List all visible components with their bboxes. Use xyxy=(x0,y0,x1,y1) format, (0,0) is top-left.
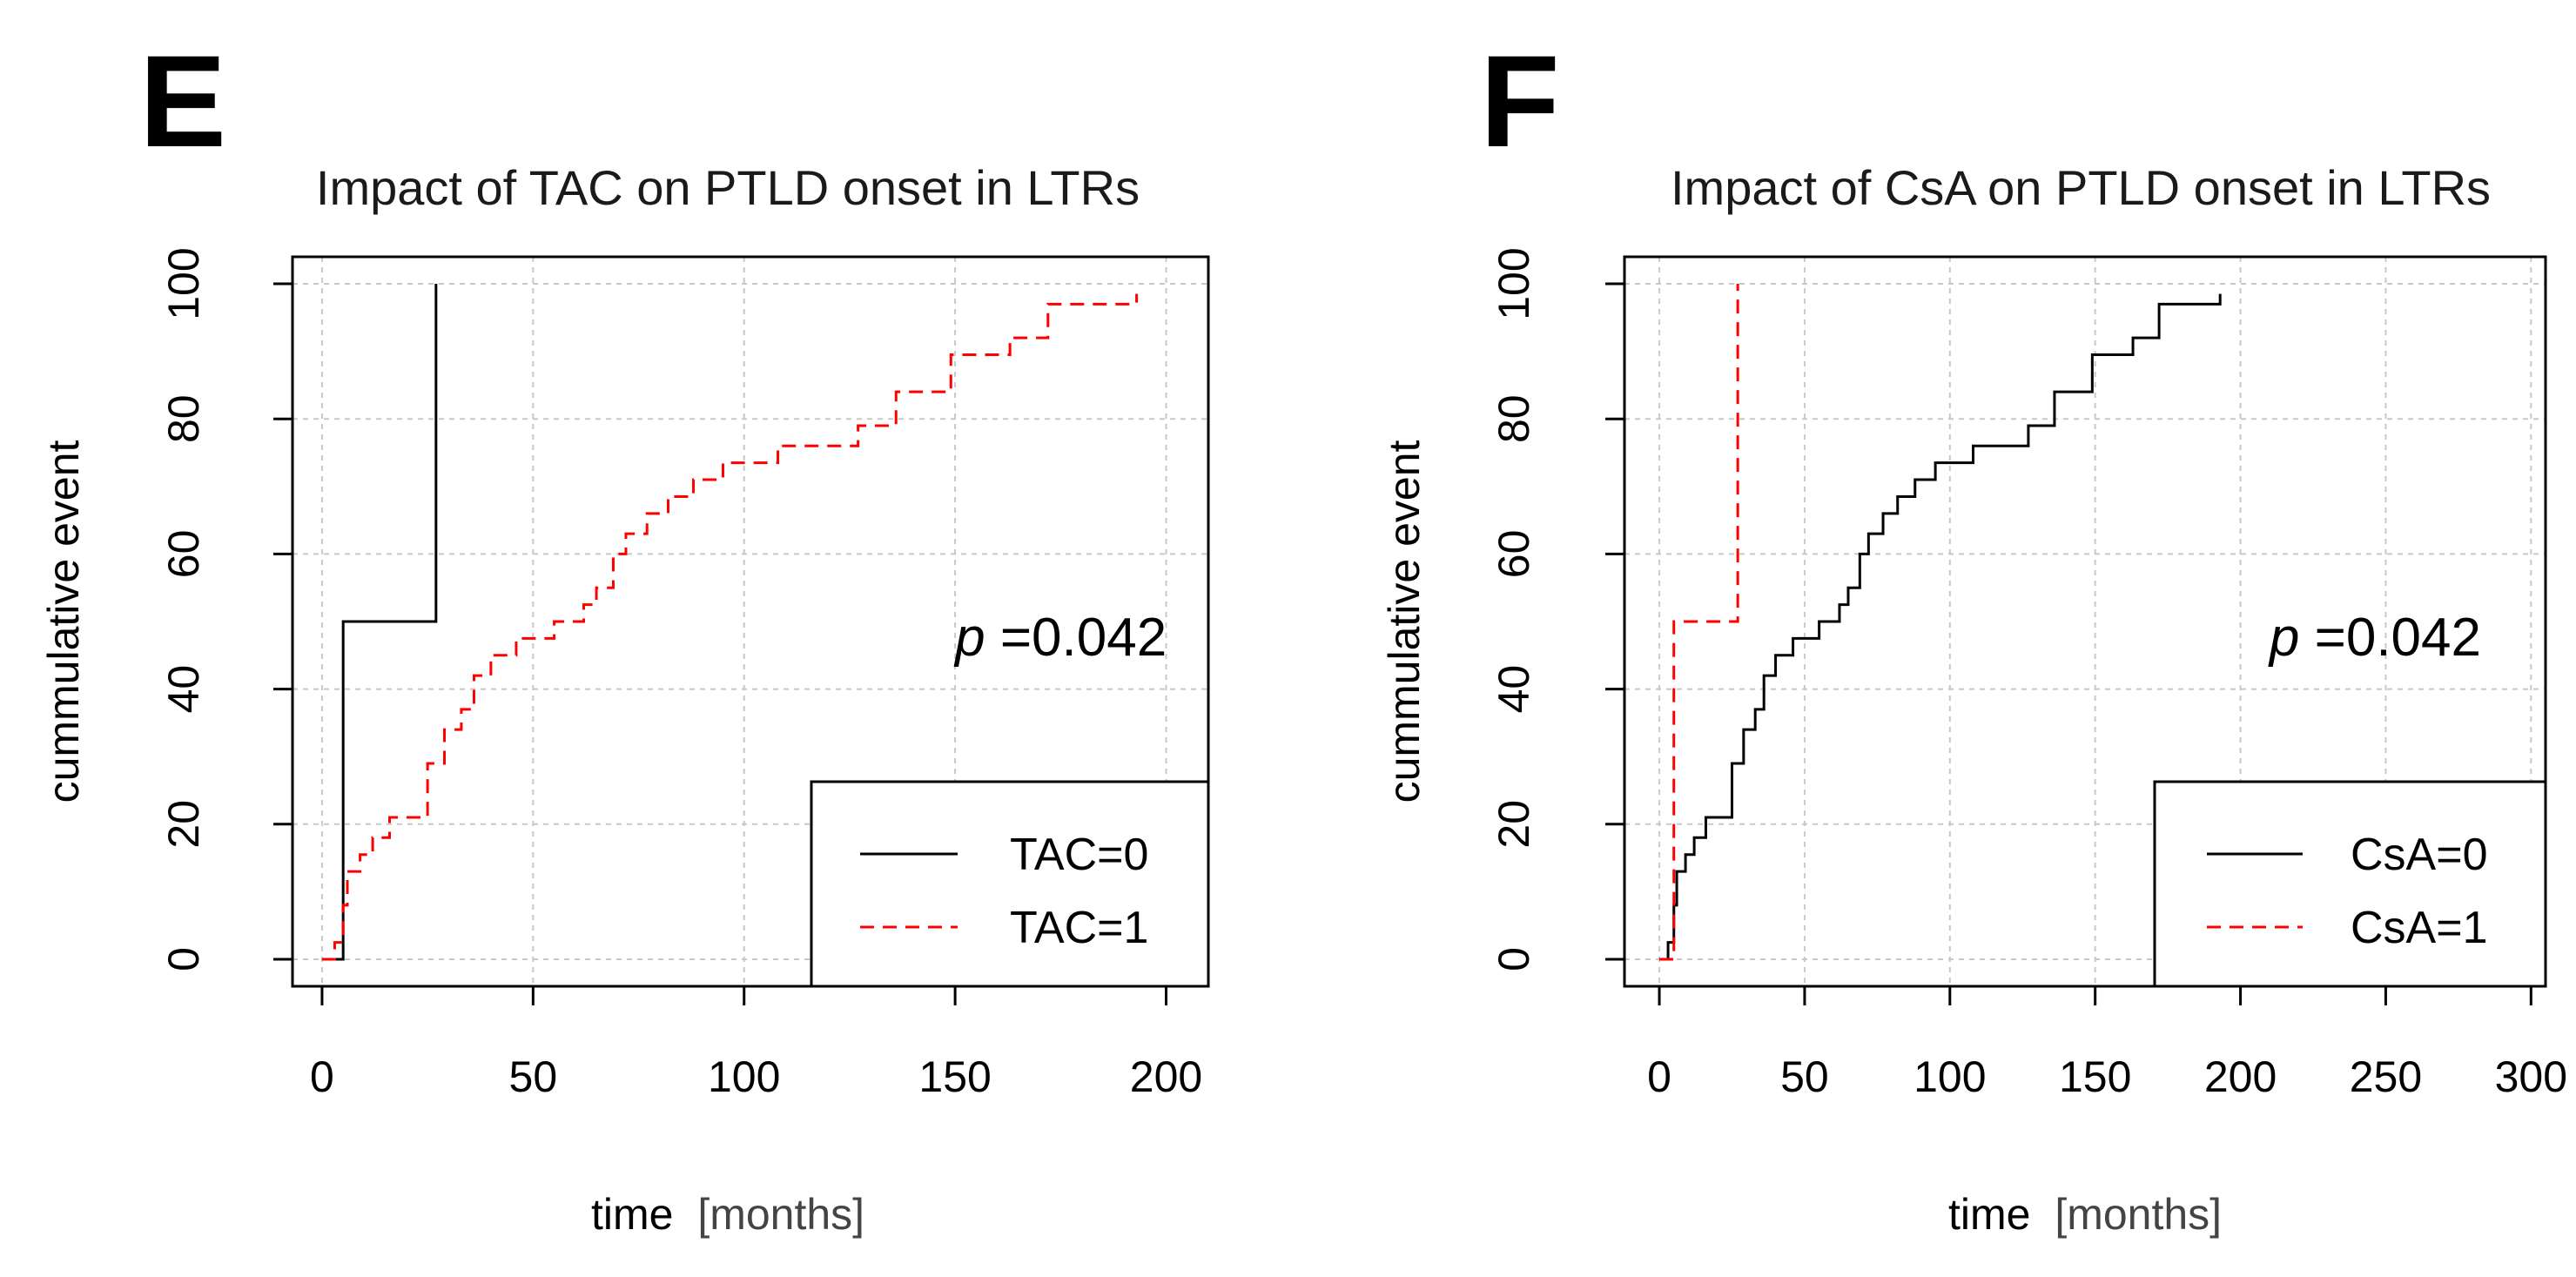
x-tick-label: 100 xyxy=(708,1052,780,1101)
legend-box xyxy=(2153,780,2547,988)
x-tick-label: 0 xyxy=(310,1052,334,1101)
panel-letter: E xyxy=(139,28,226,174)
y-tick-label: 0 xyxy=(1490,947,1538,971)
x-tick-label: 300 xyxy=(2495,1052,2567,1101)
series-line-0 xyxy=(1659,293,2222,961)
y-tick-label: 60 xyxy=(1490,530,1538,579)
series-line-1 xyxy=(321,293,1139,961)
y-tick-label: 40 xyxy=(1490,665,1538,714)
series-line-1 xyxy=(1659,284,1739,961)
series-line-0 xyxy=(321,284,438,961)
legend: CsA=0 CsA=1 xyxy=(2153,780,2547,988)
x-axis-label-unit: [months] xyxy=(697,1190,864,1239)
legend-label-series-1: CsA=1 xyxy=(2351,903,2488,953)
legend-label-series-0: CsA=0 xyxy=(2351,830,2488,880)
panel-e: E Impact of TAC on PTLD onset in LTRs 0 5… xyxy=(39,28,1210,1239)
legend-label-series-1: TAC=1 xyxy=(1010,903,1148,953)
x-axis-label: time [months] xyxy=(591,1190,864,1239)
y-tick-label: 80 xyxy=(159,394,208,443)
y-tick-label: 0 xyxy=(159,947,208,971)
x-tick-label: 250 xyxy=(2350,1052,2422,1101)
x-tick-label: 200 xyxy=(2204,1052,2277,1101)
chart-title: Impact of TAC on PTLD onset in LTRs xyxy=(316,160,1140,215)
y-tick-label: 60 xyxy=(159,530,208,579)
p-value-text: =0.042 xyxy=(1000,608,1167,668)
panel-letter: F xyxy=(1480,28,1560,174)
legend-label-series-0: TAC=0 xyxy=(1010,830,1148,880)
panel-f: F Impact of CsA on PTLD onset in LTRs 0 5… xyxy=(1380,28,2567,1239)
y-tick-label: 80 xyxy=(1490,394,1538,443)
y-tick-label: 20 xyxy=(159,800,208,849)
x-axis-label-main: time xyxy=(591,1190,673,1239)
y-tick-label: 20 xyxy=(1490,800,1538,849)
y-tick-label: 100 xyxy=(159,247,208,319)
x-tick-label: 200 xyxy=(1130,1052,1202,1101)
p-value-symbol: p xyxy=(2268,608,2299,668)
x-axis-label-main: time xyxy=(1948,1190,2030,1239)
x-axis-label-unit: [months] xyxy=(2055,1190,2222,1239)
p-value-text: =0.042 xyxy=(2315,608,2481,668)
x-tick-label: 150 xyxy=(2059,1052,2131,1101)
x-tick-label: 50 xyxy=(1780,1052,1829,1101)
x-tick-label: 100 xyxy=(1914,1052,1986,1101)
legend-box xyxy=(810,780,1210,988)
y-tick-label: 100 xyxy=(1490,247,1538,319)
y-axis-label: cummulative event xyxy=(39,440,88,803)
p-value-symbol: p xyxy=(953,608,985,668)
y-tick-label: 40 xyxy=(159,665,208,714)
x-tick-label: 150 xyxy=(918,1052,991,1101)
p-value-annotation: p =0.042 xyxy=(2268,608,2481,668)
x-tick-label: 50 xyxy=(509,1052,558,1101)
legend: TAC=0 TAC=1 xyxy=(810,780,1210,988)
p-value-annotation: p =0.042 xyxy=(953,608,1167,668)
chart-title: Impact of CsA on PTLD onset in LTRs xyxy=(1671,160,2491,215)
x-axis-label: time [months] xyxy=(1948,1190,2222,1239)
x-tick-label: 0 xyxy=(1647,1052,1671,1101)
y-axis-label: cummulative event xyxy=(1380,440,1429,803)
